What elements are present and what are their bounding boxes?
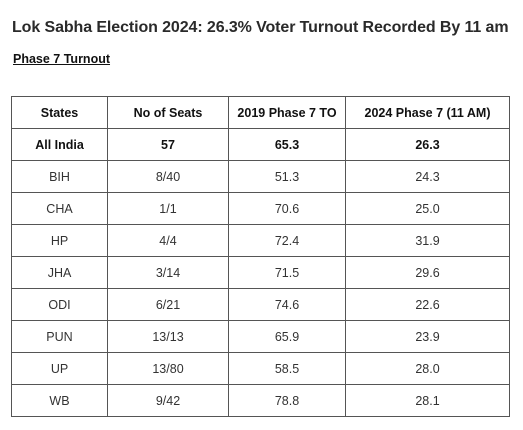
table-row: ODI 6/21 74.6 22.6 xyxy=(11,288,510,321)
table-caption: Phase 7 Turnout xyxy=(13,52,111,66)
cell-2019-turnout: 65.3 xyxy=(228,128,346,161)
cell-seats: 1/1 xyxy=(107,192,229,225)
cell-2019-turnout: 70.6 xyxy=(228,192,346,225)
cell-2024-turnout: 28.0 xyxy=(345,352,510,385)
cell-state: WB xyxy=(11,384,108,417)
table-row: UP 13/80 58.5 28.0 xyxy=(11,352,510,385)
table-row: JHA 3/14 71.5 29.6 xyxy=(11,256,510,289)
column-header-seats: No of Seats xyxy=(107,96,229,129)
cell-2019-turnout: 58.5 xyxy=(228,352,346,385)
cell-seats: 6/21 xyxy=(107,288,229,321)
turnout-table: States No of Seats 2019 Phase 7 TO 2024 … xyxy=(11,96,510,417)
cell-2019-turnout: 78.8 xyxy=(228,384,346,417)
cell-seats: 57 xyxy=(107,128,229,161)
cell-seats: 9/42 xyxy=(107,384,229,417)
column-header-2019-turnout: 2019 Phase 7 TO xyxy=(228,96,346,129)
table-row: WB 9/42 78.8 28.1 xyxy=(11,384,510,417)
cell-2019-turnout: 74.6 xyxy=(228,288,346,321)
cell-state: PUN xyxy=(11,320,108,353)
cell-seats: 13/80 xyxy=(107,352,229,385)
cell-seats: 4/4 xyxy=(107,224,229,257)
table-row: BIH 8/40 51.3 24.3 xyxy=(11,160,510,193)
cell-state: HP xyxy=(11,224,108,257)
cell-2024-turnout: 31.9 xyxy=(345,224,510,257)
cell-seats: 13/13 xyxy=(107,320,229,353)
column-header-states: States xyxy=(11,96,108,129)
cell-2019-turnout: 65.9 xyxy=(228,320,346,353)
table-row: CHA 1/1 70.6 25.0 xyxy=(11,192,510,225)
cell-state: JHA xyxy=(11,256,108,289)
cell-2024-turnout: 29.6 xyxy=(345,256,510,289)
column-header-2024-turnout: 2024 Phase 7 (11 AM) xyxy=(345,96,510,129)
cell-state: BIH xyxy=(11,160,108,193)
cell-2024-turnout: 23.9 xyxy=(345,320,510,353)
cell-2024-turnout: 28.1 xyxy=(345,384,510,417)
cell-state: All India xyxy=(11,128,108,161)
cell-state: ODI xyxy=(11,288,108,321)
article-headline: Lok Sabha Election 2024: 26.3% Voter Tur… xyxy=(12,19,509,36)
table-row: PUN 13/13 65.9 23.9 xyxy=(11,320,510,353)
cell-2024-turnout: 25.0 xyxy=(345,192,510,225)
cell-state: CHA xyxy=(11,192,108,225)
cell-seats: 3/14 xyxy=(107,256,229,289)
table-header-row: States No of Seats 2019 Phase 7 TO 2024 … xyxy=(11,96,510,129)
cell-2024-turnout: 22.6 xyxy=(345,288,510,321)
cell-state: UP xyxy=(11,352,108,385)
cell-2019-turnout: 72.4 xyxy=(228,224,346,257)
cell-2024-turnout: 26.3 xyxy=(345,128,510,161)
cell-2024-turnout: 24.3 xyxy=(345,160,510,193)
cell-seats: 8/40 xyxy=(107,160,229,193)
cell-2019-turnout: 51.3 xyxy=(228,160,346,193)
cell-2019-turnout: 71.5 xyxy=(228,256,346,289)
table-row: HP 4/4 72.4 31.9 xyxy=(11,224,510,257)
table-row-all-india: All India 57 65.3 26.3 xyxy=(11,128,510,161)
